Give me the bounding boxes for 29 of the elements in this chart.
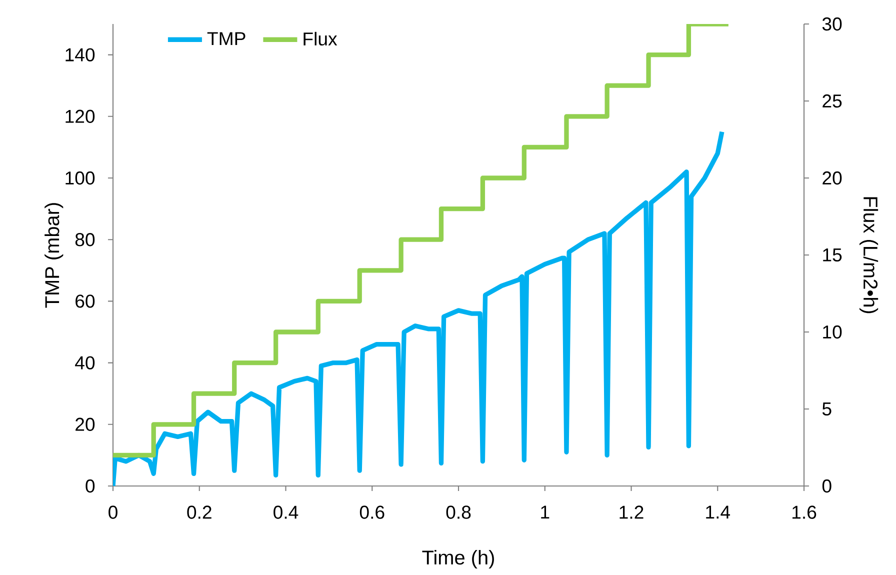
y-tick-label: 100	[66, 171, 95, 185]
legend-label: TMP	[207, 32, 246, 46]
y2-axis-title: Flux (L/m2•h)	[860, 197, 878, 314]
legend-label: Flux	[304, 32, 338, 46]
y-tick-label: 0	[86, 479, 95, 493]
y2-tick-label: 25	[822, 94, 842, 108]
y2-tick-label: 5	[822, 402, 832, 416]
x-tick-label: 1.6	[792, 506, 816, 519]
y-tick-label: 60	[76, 294, 95, 308]
x-tick-label: 1.2	[620, 506, 644, 519]
x-tick-label: 0	[108, 506, 118, 519]
x-axis-title: Time (h)	[422, 550, 494, 569]
y2-tick-label: 0	[822, 479, 832, 493]
x-tick-label: 0.6	[360, 506, 384, 519]
y-tick-label: 140	[66, 48, 95, 62]
x-tick-label: 1	[541, 506, 550, 518]
x-tick-label: 0.2	[187, 506, 212, 519]
y2-tick-label: 30	[822, 17, 842, 31]
y2-tick-label: 20	[822, 171, 842, 185]
y-tick-label: 80	[75, 233, 95, 246]
y-axis-title: TMP (mbar)	[44, 203, 64, 308]
y-tick-label: 20	[76, 418, 95, 431]
y-tick-label: 120	[66, 110, 95, 123]
y2-tick-label: 10	[823, 325, 842, 339]
y2-tick-label: 15	[823, 248, 842, 262]
x-tick-label: 1.4	[706, 506, 730, 518]
y-tick-label: 40	[75, 356, 95, 370]
x-tick-label: 0.8	[446, 506, 471, 519]
x-tick-label: 0.4	[274, 506, 298, 519]
